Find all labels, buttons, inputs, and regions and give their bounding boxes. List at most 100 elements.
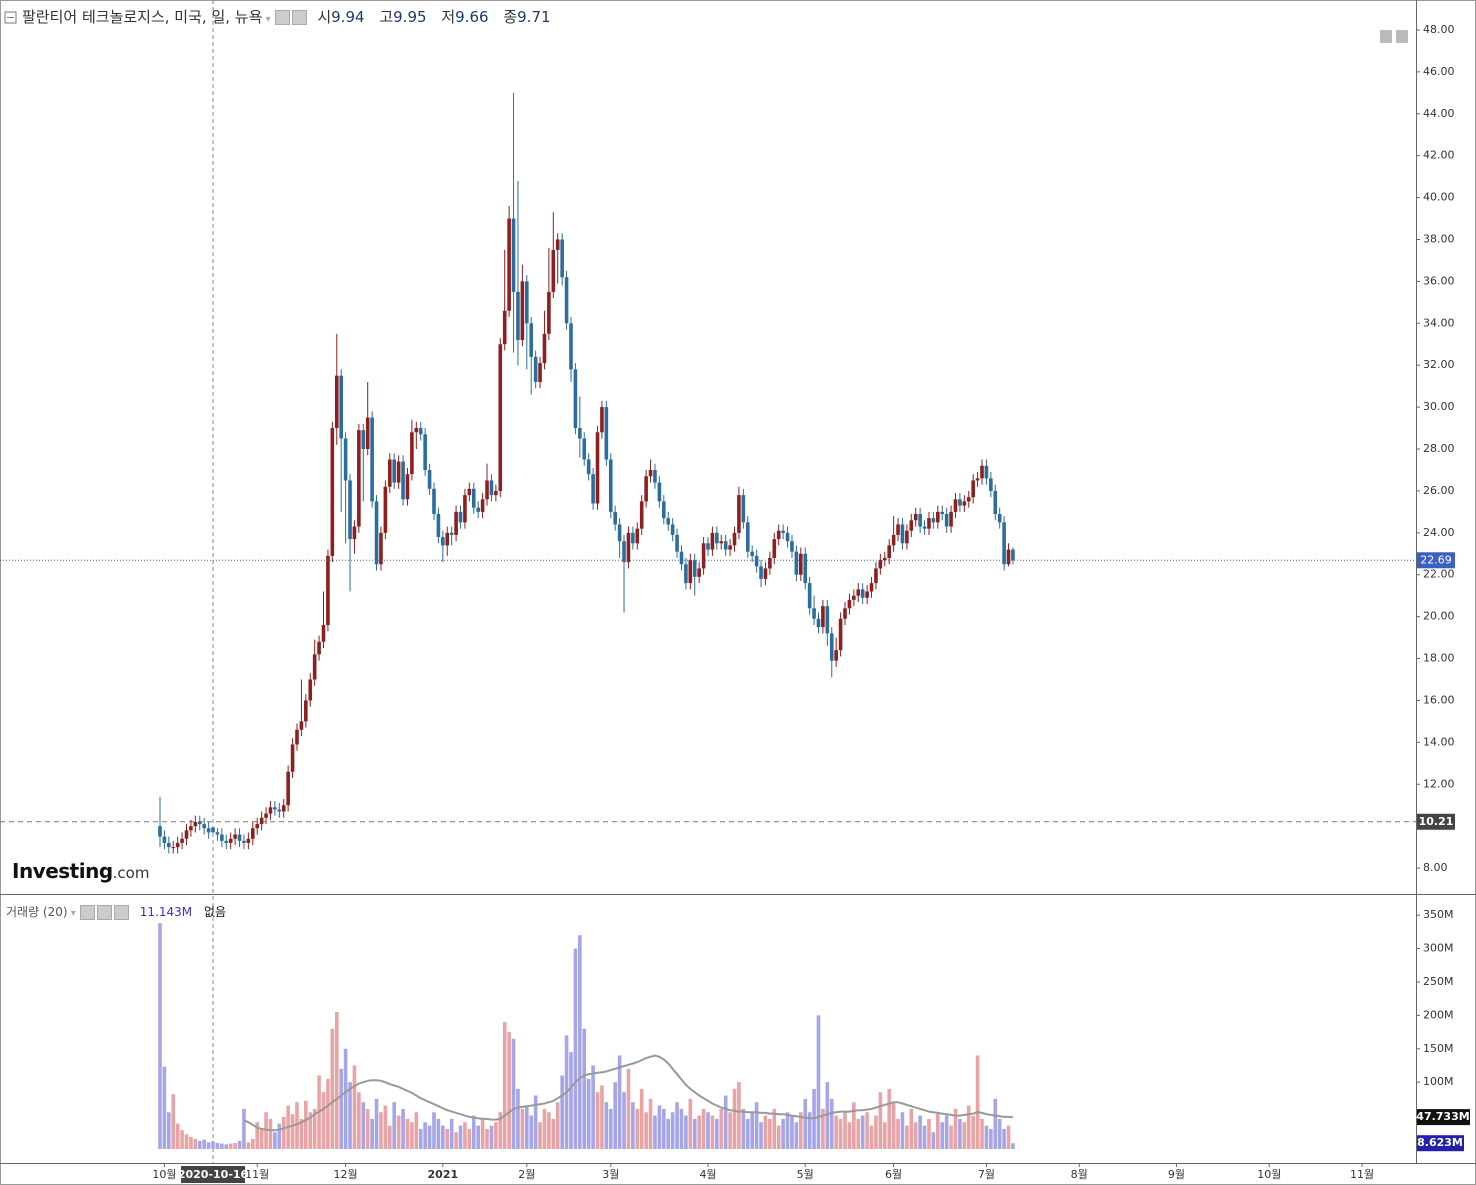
y-tick-label: 38.00 bbox=[1423, 232, 1455, 245]
volume-bar bbox=[202, 1139, 206, 1149]
reference-label: 10.21 bbox=[1419, 815, 1454, 828]
volume-bar bbox=[228, 1143, 233, 1149]
candle-body bbox=[905, 530, 909, 544]
volume-bar bbox=[825, 1082, 830, 1149]
candle-body bbox=[304, 700, 308, 722]
candle-body bbox=[370, 417, 374, 502]
candle-body bbox=[573, 369, 578, 429]
volume-bar bbox=[529, 1115, 534, 1149]
volume-bar bbox=[737, 1082, 741, 1149]
volume-bar bbox=[167, 1112, 171, 1149]
volume-bar bbox=[905, 1125, 909, 1149]
x-tick-label: 10월 bbox=[1257, 1168, 1281, 1181]
scale-button[interactable] bbox=[1396, 30, 1408, 43]
candle-body bbox=[617, 524, 622, 542]
volume-bar bbox=[670, 1112, 675, 1149]
volume-bar bbox=[962, 1122, 967, 1149]
volume-bar bbox=[768, 1118, 772, 1149]
candle-body bbox=[352, 526, 357, 540]
ohlc-value: 9.71 bbox=[517, 8, 551, 26]
settings-icon[interactable] bbox=[274, 10, 290, 25]
candle-body bbox=[445, 532, 450, 546]
candle-body bbox=[697, 568, 701, 577]
y-tick-label: 46.00 bbox=[1423, 65, 1455, 78]
candle-body bbox=[662, 501, 666, 519]
volume-bar bbox=[803, 1098, 808, 1149]
volume-bar bbox=[560, 1075, 564, 1149]
volume-bar bbox=[158, 923, 162, 1149]
candle-body bbox=[887, 545, 891, 558]
volume-bar bbox=[586, 1078, 591, 1149]
volume-bar bbox=[701, 1108, 706, 1149]
candle-body bbox=[653, 469, 657, 483]
candle-body bbox=[909, 520, 914, 531]
volume-bar bbox=[692, 1118, 697, 1149]
y-tick-label: 22.00 bbox=[1423, 568, 1455, 581]
candle-body bbox=[237, 834, 242, 841]
volume-legend: 거래량 (20) ▾ 11.143M 없음 bbox=[6, 905, 227, 920]
candle-body bbox=[692, 560, 697, 577]
candle-body bbox=[167, 842, 171, 848]
candle-body bbox=[913, 513, 918, 521]
volume-bar bbox=[949, 1125, 953, 1149]
candle-body bbox=[949, 511, 953, 527]
candle-body bbox=[250, 828, 255, 839]
volume-bar bbox=[604, 1102, 609, 1149]
candle-body bbox=[529, 323, 534, 357]
candle-body bbox=[290, 744, 295, 772]
volume-bar bbox=[423, 1122, 427, 1149]
volume-bar bbox=[494, 1122, 498, 1149]
candle-body bbox=[608, 459, 613, 512]
volume-bar bbox=[193, 1138, 198, 1149]
candle-body bbox=[533, 356, 538, 382]
volume-bar bbox=[405, 1118, 410, 1149]
candle-body bbox=[502, 310, 507, 345]
candle-body bbox=[449, 532, 454, 535]
candle-body bbox=[631, 532, 635, 544]
volume-bar bbox=[715, 1118, 719, 1149]
volume-bar bbox=[759, 1122, 763, 1149]
volume-bar bbox=[913, 1122, 918, 1149]
settings-icon[interactable] bbox=[96, 905, 112, 920]
volume-bar bbox=[807, 1112, 812, 1149]
volume-bar bbox=[728, 1112, 732, 1149]
volume-bar bbox=[281, 1116, 286, 1149]
collapse-icon[interactable] bbox=[4, 11, 17, 24]
candle-body bbox=[860, 589, 865, 598]
candle-body bbox=[507, 218, 511, 311]
settings-icon[interactable] bbox=[79, 905, 95, 920]
settings-icon[interactable] bbox=[113, 905, 129, 920]
volume-bar bbox=[706, 1112, 710, 1149]
y-tick-label: 24.00 bbox=[1423, 526, 1455, 539]
settings-icon[interactable] bbox=[291, 10, 307, 25]
candle-body bbox=[958, 499, 962, 506]
candle-body bbox=[326, 555, 330, 626]
candle-body bbox=[551, 249, 556, 292]
candle-body bbox=[975, 478, 980, 481]
volume-bar bbox=[525, 1105, 529, 1149]
volume-bar bbox=[1011, 1143, 1015, 1149]
candle-body bbox=[723, 541, 728, 550]
candle-body bbox=[670, 524, 675, 535]
candle-body bbox=[626, 532, 631, 563]
scale-button[interactable] bbox=[1380, 30, 1392, 43]
candle-body bbox=[361, 430, 366, 450]
x-tick-label: 6월 bbox=[885, 1168, 902, 1181]
volume-bar bbox=[993, 1098, 998, 1149]
x-tick-label: 2021 bbox=[428, 1168, 459, 1181]
volume-bar bbox=[829, 1098, 834, 1149]
y-tick-label: 16.00 bbox=[1423, 693, 1455, 706]
volume-bar bbox=[458, 1125, 463, 1149]
candle-body bbox=[343, 438, 348, 481]
candle-body bbox=[485, 480, 489, 500]
y-tick-label: 26.00 bbox=[1423, 484, 1455, 497]
candle-body bbox=[799, 553, 803, 575]
candle-body bbox=[759, 566, 763, 579]
ohlc-label: 저 bbox=[441, 8, 456, 26]
volume-bar bbox=[396, 1115, 401, 1149]
candle-body bbox=[317, 641, 321, 655]
ohlc-value: 9.66 bbox=[455, 8, 489, 26]
volume-bar bbox=[940, 1122, 945, 1149]
volume-bar bbox=[953, 1108, 958, 1149]
